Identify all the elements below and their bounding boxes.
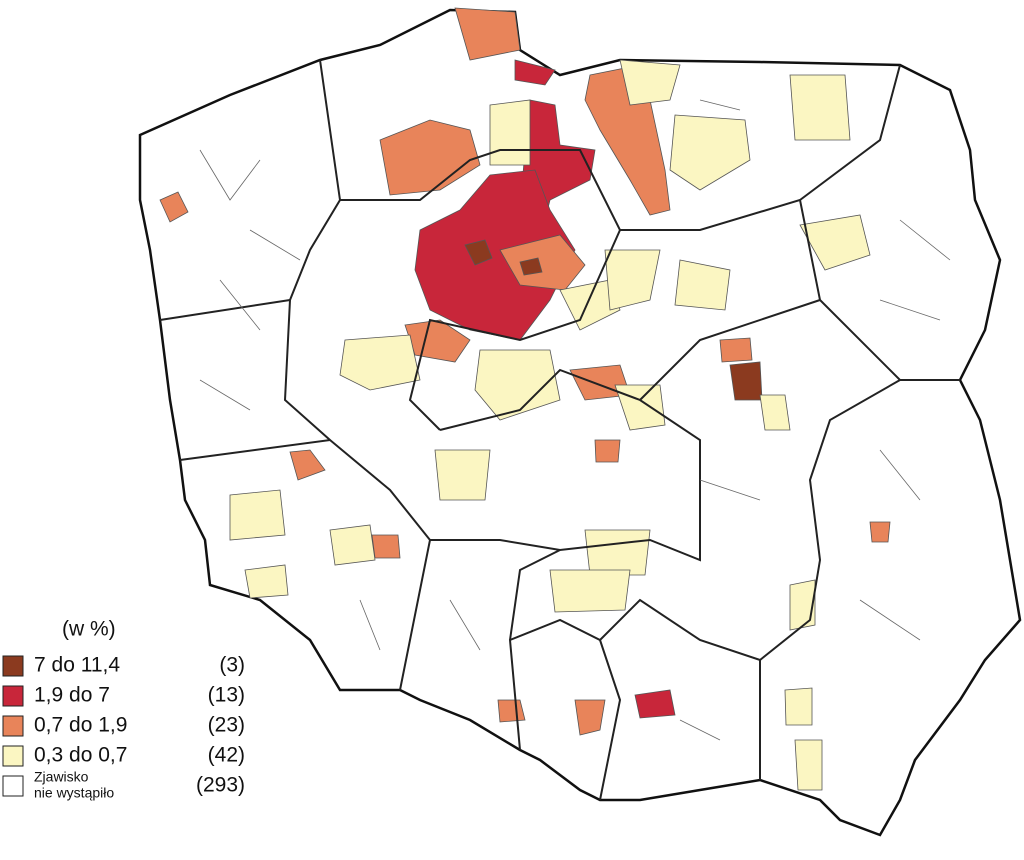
legend-label: 7 do 11,4	[34, 654, 120, 677]
legend-count: (3)	[219, 654, 245, 677]
legend: (w %) 7 do 11,4 (3) 1,9 do 7 (13) 0,7 do 1,9…	[2, 618, 245, 801]
region	[159, 191, 189, 223]
region	[634, 689, 676, 719]
region	[519, 257, 543, 276]
region	[794, 739, 823, 791]
legend-swatch	[2, 775, 24, 797]
legend-count: (293)	[196, 774, 245, 797]
legend-count: (42)	[208, 744, 245, 767]
region	[497, 699, 526, 723]
region	[434, 449, 491, 501]
region	[289, 449, 326, 481]
region	[669, 114, 751, 191]
legend-count: (23)	[208, 714, 245, 737]
legend-label: 0,3 do 0,7	[34, 744, 127, 767]
region	[584, 529, 651, 576]
region	[789, 74, 851, 141]
legend-label: Zjawisko	[34, 769, 89, 785]
legend-label: 0,7 do 1,9	[34, 714, 127, 737]
region	[559, 279, 621, 331]
region	[371, 534, 401, 559]
region	[329, 524, 376, 566]
region	[759, 394, 791, 431]
legend-label: nie wystąpiło	[34, 785, 114, 801]
region	[454, 7, 521, 61]
region	[514, 59, 556, 86]
voivodeship-border	[159, 299, 291, 321]
region	[789, 579, 816, 631]
voivodeship-border	[283, 59, 342, 441]
voivodeship-border	[509, 549, 561, 641]
legend-swatch	[2, 655, 24, 677]
voivodeship-border	[599, 639, 622, 801]
regions	[159, 7, 891, 791]
region	[594, 439, 621, 463]
region	[574, 699, 606, 736]
counties	[199, 99, 951, 741]
region	[229, 489, 286, 541]
legend-swatch	[2, 715, 24, 737]
region	[784, 687, 813, 726]
voivodeship-border	[430, 368, 701, 562]
voivodeship-border	[179, 438, 432, 691]
legend-swatch	[2, 745, 24, 767]
region	[674, 259, 731, 311]
region	[489, 99, 531, 166]
voivodeship-border	[508, 379, 901, 751]
region	[379, 119, 481, 196]
region	[604, 249, 661, 311]
region	[339, 334, 421, 391]
region	[474, 349, 561, 421]
legend-title: (w %)	[62, 618, 116, 641]
region	[549, 569, 631, 613]
region	[464, 239, 493, 266]
region	[869, 521, 891, 543]
legend-label: 1,9 do 7	[34, 684, 110, 707]
borders	[159, 59, 960, 801]
region	[619, 59, 681, 106]
voivodeship-border	[639, 299, 821, 401]
legend-swatch	[2, 685, 24, 707]
region	[499, 234, 586, 291]
region	[244, 564, 289, 599]
region	[719, 337, 753, 363]
region	[799, 214, 871, 271]
legend-count: (13)	[208, 684, 245, 707]
region	[729, 361, 763, 401]
voivodeship-border	[799, 199, 960, 381]
